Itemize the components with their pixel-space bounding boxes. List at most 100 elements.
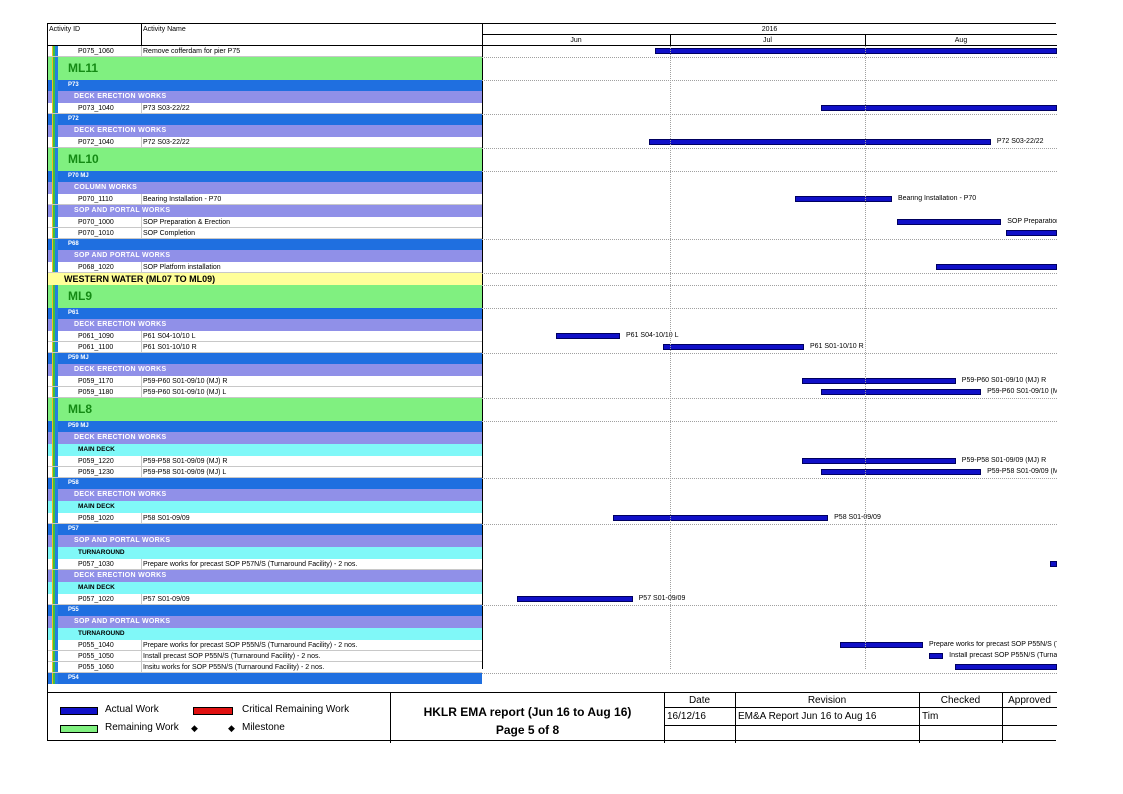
wbs-band-label: MAIN DECK [78, 584, 115, 591]
wbs-band-blue: P55 [48, 605, 482, 616]
header-divider [482, 34, 1057, 35]
activity-id: P057_1030 [78, 561, 114, 568]
group-separator-line [482, 398, 1057, 399]
wbs-band-blue: P73 [48, 80, 482, 91]
column-divider [141, 228, 142, 238]
group-separator-line [482, 148, 1057, 149]
wbs-band-blue: P70 MJ [48, 171, 482, 182]
wbs-band-label: COLUMN WORKS [74, 184, 138, 191]
wbs-band-blue: P57 [48, 524, 482, 535]
gantt-bar [795, 196, 892, 202]
tb-row1-line [664, 707, 1057, 708]
wbs-level-stripes [52, 217, 58, 227]
activity-row: P055_1040 Prepare works for precast SOP P… [48, 640, 482, 651]
group-separator-line [482, 171, 1057, 172]
wbs-level-stripes [52, 651, 58, 661]
activity-id: P068_1020 [78, 264, 114, 271]
wbs-band-ml: ML9 [48, 285, 482, 308]
month-divider-jun-jul [670, 34, 671, 45]
wbs-level-stripes [52, 46, 58, 56]
activity-id: P057_1020 [78, 596, 114, 603]
wbs-level-stripes [52, 398, 58, 421]
header-month-jul: Jul [763, 37, 772, 44]
activity-row: P059_1220 P59-P58 S01-09/09 (MJ) R [48, 456, 482, 467]
wbs-band-blue: P58 [48, 478, 482, 489]
activity-row: P058_1020 P58 S01-09/09 [48, 513, 482, 524]
legend-title-block: Actual Work Critical Remaining Work Rema… [48, 692, 1057, 743]
diamond-icon: ◆ [191, 723, 198, 733]
wbs-level-stripes [52, 137, 58, 147]
wbs-level-stripes [52, 421, 58, 432]
wbs-level-stripes [52, 524, 58, 535]
wbs-band-purple: DECK ERECTION WORKS [48, 432, 482, 444]
wbs-band-yellow: WESTERN WATER (ML07 TO ML09) [48, 273, 482, 285]
wbs-level-stripes [52, 262, 58, 272]
activity-row: P075_1060 Remove cofferdam for pier P75 [48, 46, 482, 57]
group-separator-line [482, 478, 1057, 479]
gantt-bar-label: Bearing Installation - P70 [897, 195, 977, 202]
gantt-bar [663, 344, 804, 350]
activity-name: SOP Preparation & Erection [143, 219, 231, 226]
gantt-chart-sheet: Activity ID Activity Name 2016 Jun Jul A… [47, 23, 1057, 743]
wbs-level-stripes [52, 114, 58, 125]
wbs-band-blue: P61 [48, 308, 482, 319]
wbs-level-stripes [52, 319, 58, 331]
wbs-level-stripes [52, 308, 58, 319]
activity-name: P59-P58 S01-09/09 (MJ) R [143, 458, 228, 465]
tb-header-date: Date [688, 695, 711, 706]
wbs-band-cyan: TURNAROUND [48, 547, 482, 559]
activity-id: P055_1060 [78, 664, 114, 671]
remaining-work-swatch [60, 725, 98, 733]
wbs-band-label: TURNAROUND [78, 549, 125, 556]
wbs-level-stripes [52, 57, 58, 80]
activity-name: Bearing Installation - P70 [143, 196, 222, 203]
column-divider [141, 103, 142, 113]
wbs-band-label: P61 [68, 310, 79, 316]
wbs-band-label: MAIN DECK [78, 503, 115, 510]
wbs-level-stripes [52, 513, 58, 523]
wbs-level-stripes [52, 331, 58, 341]
wbs-band-purple: DECK ERECTION WORKS [48, 489, 482, 501]
activity-id: P061_1090 [78, 333, 114, 340]
column-divider [141, 137, 142, 147]
group-separator-line [482, 421, 1057, 422]
wbs-level-stripes [52, 594, 58, 604]
wbs-band-label: SOP AND PORTAL WORKS [74, 252, 171, 259]
activity-id: P059_1220 [78, 458, 114, 465]
gantt-bar [936, 264, 1057, 270]
wbs-band-label: ML10 [68, 152, 99, 166]
column-divider [141, 262, 142, 272]
wbs-level-stripes [52, 467, 58, 477]
activity-row: P057_1020 P57 S01-09/09 [48, 594, 482, 605]
gantt-bar-label: P57 S01-09/09 [638, 595, 686, 602]
column-divider [141, 467, 142, 477]
wbs-band-purple: DECK ERECTION WORKS [48, 570, 482, 582]
wbs-level-stripes [52, 489, 58, 501]
wbs-band-label: SOP AND PORTAL WORKS [74, 207, 171, 214]
table-chart-divider [482, 24, 483, 669]
wbs-band-purple: COLUMN WORKS [48, 182, 482, 194]
group-separator-line [482, 239, 1057, 240]
wbs-band-purple: DECK ERECTION WORKS [48, 125, 482, 137]
tb-date-value: 16/12/16 [667, 711, 706, 722]
activity-name: Prepare works for precast SOP P55N/S (Tu… [143, 642, 358, 649]
activity-name: P61 S01-10/10 R [143, 344, 197, 351]
wbs-band-purple: DECK ERECTION WORKS [48, 364, 482, 376]
column-divider [141, 559, 142, 569]
gantt-bar [1006, 230, 1057, 236]
column-divider [141, 194, 142, 204]
column-divider [141, 342, 142, 352]
activity-name: P58 S01-09/09 [143, 515, 190, 522]
wbs-band-label: SOP AND PORTAL WORKS [74, 618, 171, 625]
group-separator-line [482, 524, 1057, 525]
report-title: HKLR EMA report (Jun 16 to Aug 16) [423, 705, 632, 719]
header-month-aug: Aug [954, 37, 968, 44]
wbs-band-label: DECK ERECTION WORKS [74, 93, 167, 100]
wbs-level-stripes [52, 616, 58, 628]
gantt-bar-label: P59-P60 S01-09/10 (MJ) L [987, 388, 1057, 395]
wbs-band-ml: ML11 [48, 57, 482, 80]
activity-id: P058_1020 [78, 515, 114, 522]
activity-row: P055_1060 Insitu works for SOP P55N/S (Tu… [48, 662, 482, 673]
legend-remaining-work: Remaining Work [105, 722, 179, 733]
activity-name: SOP Completion [143, 230, 196, 237]
